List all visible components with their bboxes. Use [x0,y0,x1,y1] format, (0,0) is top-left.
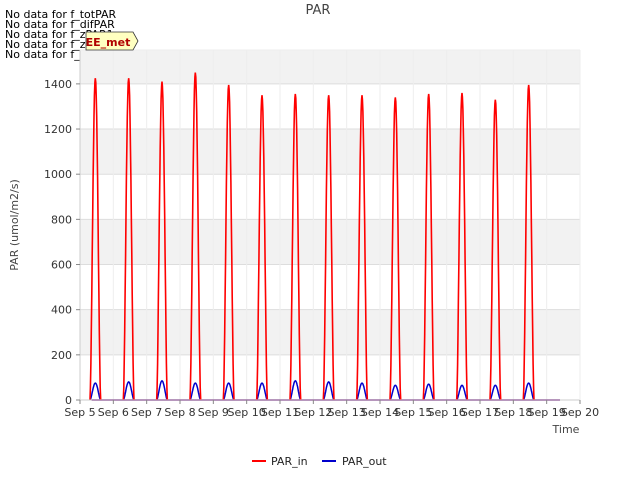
x-tick-label: Sep 13 [328,406,366,419]
badge-label: EE_met [86,36,131,49]
notice-5: No data for f_zPAR3 [5,48,114,61]
y-tick-label: 1400 [44,78,72,91]
x-tick-label: Sep 10 [228,406,266,419]
x-tick-label: Sep 17 [461,406,499,419]
x-tick-label: Sep 7 [131,406,162,419]
x-tick-label: Sep 15 [394,406,432,419]
x-tick-label: Sep 11 [261,406,299,419]
badge: EE_met [85,31,139,51]
plot-band [80,219,580,265]
plot-band [80,50,580,84]
x-tick-label: Sep 12 [294,406,332,419]
series-line-par-in [89,72,535,401]
legend-label-par-in: PAR_in [271,455,308,468]
y-tick-label: 600 [51,259,72,272]
y-axis-label: PAR (umol/m2/s) [8,179,21,271]
x-tick-label: Sep 8 [164,406,195,419]
y-tick-label: 200 [51,349,72,362]
y-tick-label: 400 [51,304,72,317]
y-tick-label: 800 [51,213,72,226]
plot-band [80,309,580,355]
legend: PAR_in PAR_out [252,455,387,468]
series-line-par-out [89,379,535,401]
x-tick-label: Sep 16 [428,406,466,419]
x-tick-label: Sep 14 [361,406,399,419]
legend-label-par-out: PAR_out [342,455,387,468]
x-tick-label: Sep 18 [494,406,532,419]
x-axis-label: Time [552,423,580,436]
x-tick-label: Sep 19 [528,406,566,419]
notice-2: No data for f_difPAR [5,18,115,31]
notice-1: No data for f_totPAR [5,8,117,21]
chart-title: PAR [306,3,331,18]
y-tick-label: 1000 [44,168,72,181]
y-tick-label: 0 [65,394,72,407]
x-tick-label: Sep 6 [98,406,129,419]
x-tick-label: Sep 9 [198,406,229,419]
notice-3: No data for f_zPAR1 [5,28,114,41]
y-tick-label: 1200 [44,123,72,136]
x-tick-label: Sep 5 [64,406,95,419]
notice-4: No data for f_zPAR2 [5,38,114,51]
x-tick-label: Sep 20 [561,406,599,419]
